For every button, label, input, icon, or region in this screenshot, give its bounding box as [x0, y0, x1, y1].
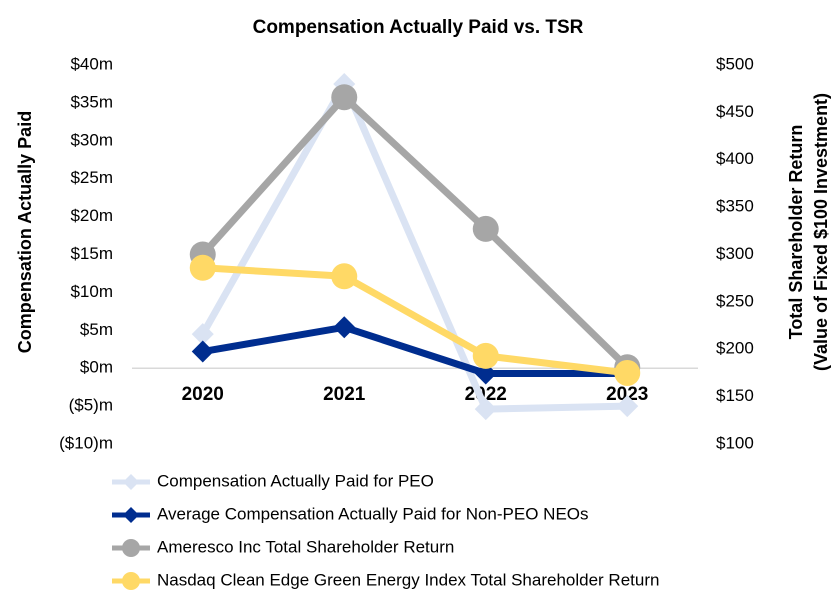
y-tick-label: $35m: [70, 92, 113, 111]
y-tick-label: $30m: [70, 130, 113, 149]
y-tick-label: $5m: [80, 320, 113, 339]
series-line: [202, 264, 628, 377]
y-tick-label: $15m: [70, 244, 113, 263]
legend-marker: [122, 572, 140, 590]
data-point: [331, 263, 358, 290]
series-line: [199, 80, 628, 413]
y2-tick-label: $250: [716, 291, 754, 310]
data-point: [189, 254, 216, 281]
y2-tick-label: $450: [716, 102, 754, 121]
legend-label: Nasdaq Clean Edge Green Energy Index Tot…: [157, 570, 659, 589]
data-point: [472, 215, 499, 242]
y2-tick-label: $500: [716, 54, 754, 73]
y-tick-label: $20m: [70, 206, 113, 225]
data-point: [474, 398, 497, 421]
data-point: [191, 323, 214, 346]
x-tick-label: 2020: [182, 384, 224, 405]
y-tick-label: ($5)m: [69, 396, 113, 415]
x-tick-label: 2023: [606, 384, 648, 405]
y-tick-label: $0m: [80, 358, 113, 377]
y2-axis-title: (Value of Fixed $100 Investment): [811, 93, 831, 371]
y2-tick-label: $200: [716, 339, 754, 358]
legend-marker: [123, 474, 139, 490]
y2-tick-label: $150: [716, 386, 754, 405]
y2-tick-label: $100: [716, 433, 754, 452]
data-point: [333, 316, 356, 339]
legend-label: Ameresco Inc Total Shareholder Return: [157, 537, 454, 556]
data-point: [191, 340, 214, 363]
y-tick-label: $25m: [70, 168, 113, 187]
y2-axis-title: Total Shareholder Return: [786, 125, 806, 340]
data-point: [472, 342, 499, 369]
series-line: [202, 323, 628, 378]
y-tick-label: $10m: [70, 282, 113, 301]
data-point: [331, 84, 358, 111]
legend-label: Compensation Actually Paid for PEO: [157, 471, 434, 490]
y-tick-label: ($10)m: [59, 433, 113, 452]
y2-tick-label: $350: [716, 197, 754, 216]
y2-tick-label: $300: [716, 244, 754, 263]
data-point: [474, 362, 497, 385]
legend-marker: [123, 507, 139, 523]
y2-tick-label: $400: [716, 149, 754, 168]
y-axis-title: Compensation Actually Paid: [15, 111, 35, 353]
series-line: [200, 93, 630, 370]
x-tick-label: 2021: [323, 384, 366, 405]
y-tick-label: $40m: [70, 54, 113, 73]
data-point: [616, 395, 639, 418]
legend-marker: [122, 539, 140, 557]
legend-label: Average Compensation Actually Paid for N…: [157, 504, 589, 523]
chart-title: Compensation Actually Paid vs. TSR: [253, 17, 584, 38]
data-point: [614, 359, 641, 386]
